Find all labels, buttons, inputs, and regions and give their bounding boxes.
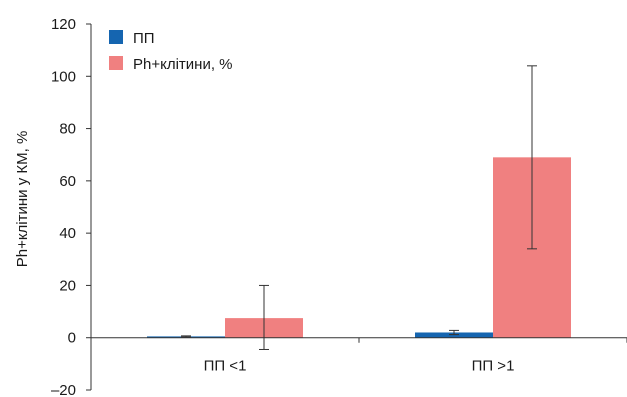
y-tick-label: 40 bbox=[59, 225, 76, 242]
legend-swatch bbox=[109, 30, 123, 44]
y-tick-label: 0 bbox=[68, 330, 76, 347]
legend-swatch bbox=[109, 56, 123, 70]
y-tick-label: 100 bbox=[51, 68, 76, 85]
legend: ПП Ph+клітини, % bbox=[109, 30, 233, 73]
y-tick-label: 120 bbox=[51, 16, 76, 33]
x-tick-label: ПП >1 bbox=[472, 358, 515, 375]
legend-label: ПП bbox=[133, 30, 155, 47]
bars bbox=[147, 65, 571, 350]
y-tick-label: 20 bbox=[59, 277, 76, 294]
y-tick-label: 80 bbox=[59, 121, 76, 138]
y-tick-label: 60 bbox=[59, 173, 76, 190]
y-axis-label: Ph+клітини у КМ, % bbox=[14, 131, 31, 268]
bar bbox=[415, 332, 493, 338]
y-axis: –20 0 20 40 60 80 100 120 bbox=[51, 16, 92, 397]
x-axis: ПП <1 ПП >1 bbox=[91, 337, 627, 375]
legend-label: Ph+клітини, % bbox=[133, 56, 233, 73]
y-tick-label: –20 bbox=[51, 382, 76, 397]
x-tick-label: ПП <1 bbox=[204, 358, 247, 375]
